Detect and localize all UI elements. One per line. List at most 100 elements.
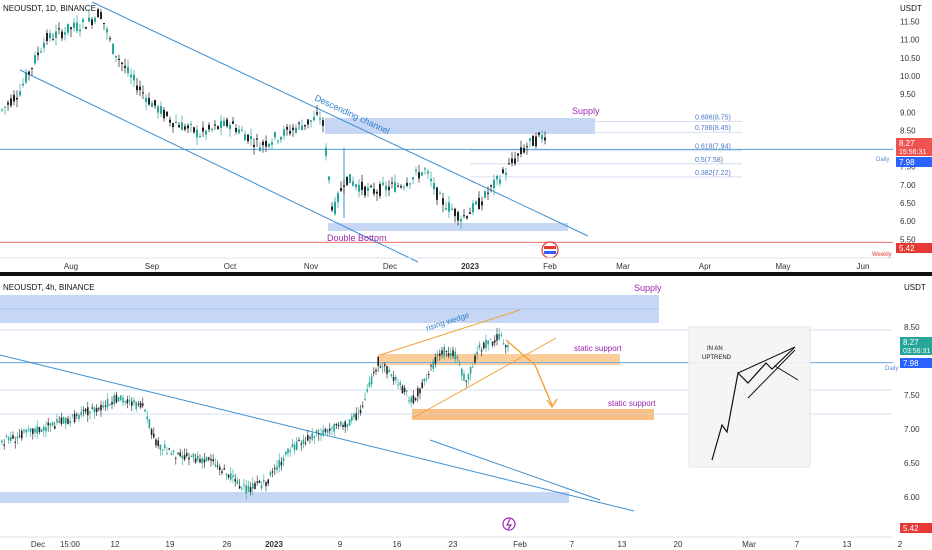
candle xyxy=(166,453,168,455)
candle xyxy=(324,428,327,432)
candle xyxy=(388,186,390,191)
projection-arrow xyxy=(505,339,553,406)
candle xyxy=(325,147,327,156)
candle xyxy=(493,179,495,189)
candle xyxy=(234,479,236,482)
candle xyxy=(106,399,109,408)
bottom-weekly-value: 5.42 xyxy=(903,524,919,533)
bottom-channel-lower-line xyxy=(429,439,601,501)
bottom-x-tick: 13 xyxy=(843,540,852,549)
candle xyxy=(280,461,283,466)
candle xyxy=(406,182,408,186)
candle xyxy=(34,428,36,433)
candle xyxy=(466,216,468,219)
candle xyxy=(353,413,355,418)
candle xyxy=(430,365,432,367)
candle xyxy=(135,401,137,410)
candle xyxy=(302,439,305,444)
candle xyxy=(508,163,510,165)
candle xyxy=(476,351,478,355)
top-weekly-tag xyxy=(896,243,932,253)
candle xyxy=(89,411,91,414)
candle xyxy=(395,376,397,380)
candle xyxy=(421,382,423,389)
candle xyxy=(106,28,108,33)
candle xyxy=(187,125,189,129)
candle xyxy=(375,369,377,372)
candle xyxy=(133,399,135,403)
candle xyxy=(67,23,69,33)
candle xyxy=(499,179,501,184)
candle xyxy=(478,344,481,348)
candle xyxy=(245,485,247,494)
top-y-tick: 6.00 xyxy=(900,217,916,226)
candle xyxy=(201,458,203,464)
candle xyxy=(258,480,261,484)
candle xyxy=(342,424,344,427)
candle xyxy=(311,432,313,440)
candle xyxy=(263,479,265,482)
candle xyxy=(300,443,302,445)
candle xyxy=(260,485,263,489)
candle xyxy=(85,27,87,29)
candle xyxy=(14,441,16,443)
candle xyxy=(23,429,25,432)
lightning-icon[interactable] xyxy=(502,517,516,531)
bottom-weekly-tag xyxy=(900,523,932,533)
event-flag-icon[interactable] xyxy=(541,241,559,259)
candle xyxy=(97,9,99,18)
candle xyxy=(271,471,274,473)
candle xyxy=(25,429,27,433)
supply-label: Supply xyxy=(572,106,600,116)
candle xyxy=(355,184,357,188)
candle xyxy=(445,351,448,353)
double-bottom-label: Double Bottom xyxy=(327,233,387,243)
candle xyxy=(265,140,267,147)
candle xyxy=(214,464,217,467)
candle xyxy=(340,421,342,426)
fib-label: 0.382(7.22) xyxy=(695,170,731,177)
bottom-x-tick: 16 xyxy=(393,540,402,549)
candle xyxy=(262,141,264,146)
candle xyxy=(457,212,459,221)
candle xyxy=(91,19,93,26)
candle xyxy=(64,32,66,35)
candle xyxy=(148,419,151,429)
static-support-zone-2 xyxy=(412,409,654,420)
candle xyxy=(274,468,276,470)
candle xyxy=(250,136,252,140)
candle xyxy=(118,58,120,60)
candle xyxy=(463,373,465,381)
candle xyxy=(296,441,298,450)
candle xyxy=(144,409,146,412)
candle xyxy=(320,433,322,436)
candle xyxy=(254,483,256,490)
candle xyxy=(390,374,393,376)
candle xyxy=(221,471,223,474)
candle xyxy=(544,137,546,141)
candle xyxy=(469,367,472,374)
bottom-y-tick: 7.00 xyxy=(904,425,920,434)
candle xyxy=(79,29,81,32)
candle xyxy=(309,437,311,439)
candle xyxy=(130,74,132,78)
bottom-x-tick: 2023 xyxy=(265,540,283,549)
candle xyxy=(414,398,417,401)
candle xyxy=(16,436,19,439)
candle xyxy=(480,350,483,352)
candle xyxy=(216,465,219,467)
candle xyxy=(150,429,153,436)
candle xyxy=(507,345,509,348)
candle xyxy=(4,106,6,108)
top-x-tick: Aug xyxy=(64,262,78,271)
wedge-upper-line xyxy=(379,309,521,356)
candle xyxy=(425,378,428,380)
candle xyxy=(219,466,221,470)
candle xyxy=(304,124,306,127)
candle xyxy=(292,127,294,130)
candle xyxy=(520,147,522,154)
candle xyxy=(434,357,437,364)
candle xyxy=(214,124,216,126)
candle xyxy=(128,400,131,402)
candle xyxy=(409,183,411,185)
